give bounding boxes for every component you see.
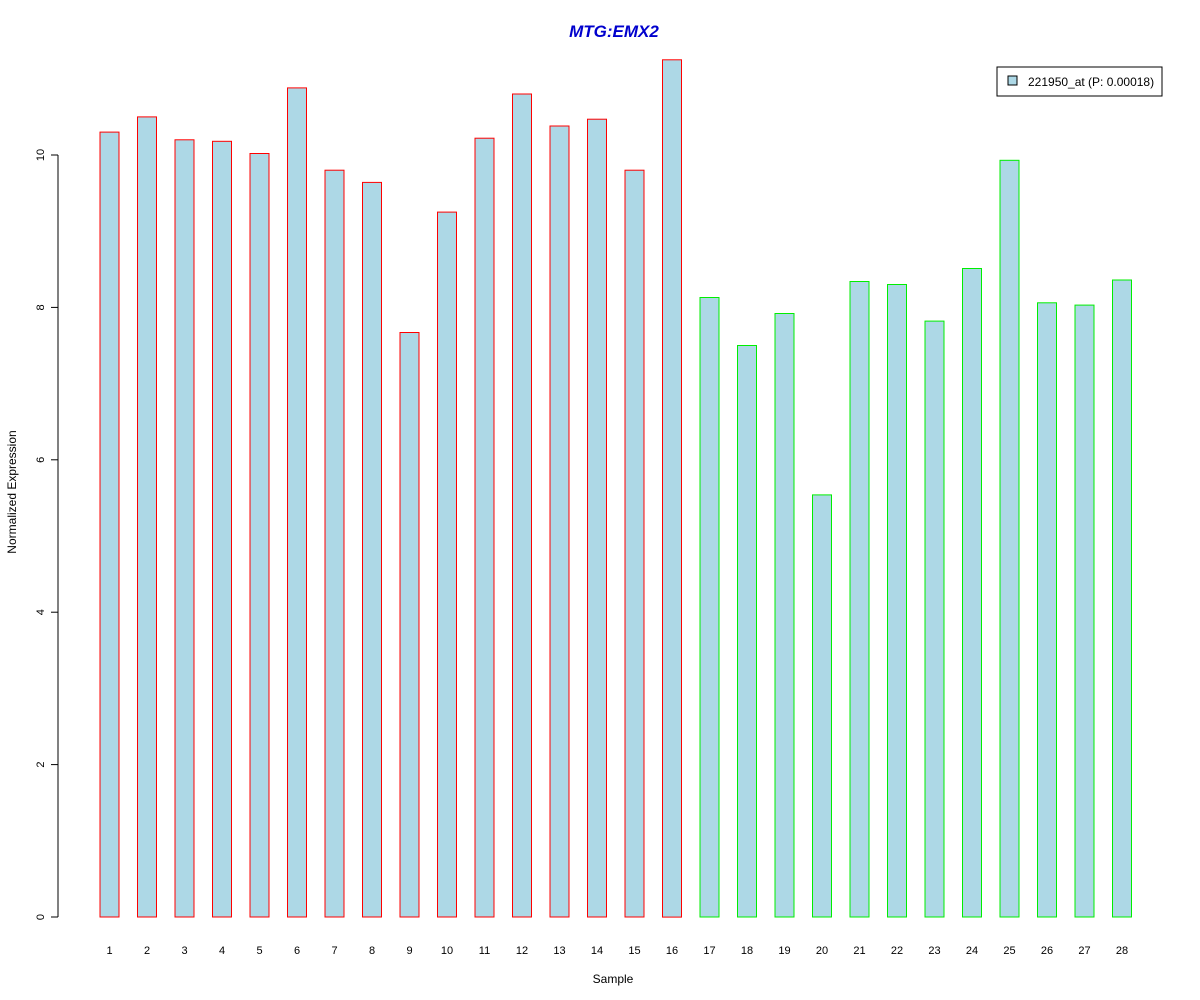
x-tick-label: 12 bbox=[516, 945, 528, 957]
x-tick-label: 9 bbox=[406, 945, 412, 957]
x-tick-label: 16 bbox=[666, 945, 678, 957]
bar-sample-19 bbox=[774, 313, 795, 918]
bar-sample-18 bbox=[737, 345, 757, 918]
legend-box bbox=[996, 66, 1163, 97]
y-tick-label: 6 bbox=[35, 457, 47, 463]
y-tick-label: 0 bbox=[35, 914, 47, 920]
x-tick-label: 3 bbox=[181, 945, 187, 957]
bar-sample-15 bbox=[624, 169, 645, 918]
x-tick-label: 14 bbox=[591, 945, 603, 957]
x-tick-label: 17 bbox=[703, 945, 715, 957]
x-tick-label: 28 bbox=[1116, 945, 1128, 957]
chart-title: MTG:EMX2 bbox=[569, 22, 659, 41]
x-tick-label: 18 bbox=[741, 945, 753, 957]
y-tick-label: 2 bbox=[35, 762, 47, 768]
x-tick-label: 13 bbox=[553, 945, 565, 957]
bar-sample-4 bbox=[212, 140, 232, 918]
bar-sample-1 bbox=[99, 131, 120, 918]
bar-sample-8 bbox=[362, 181, 382, 918]
x-tick-label: 19 bbox=[778, 945, 790, 957]
x-tick-label: 22 bbox=[891, 945, 903, 957]
bar-sample-9 bbox=[399, 332, 420, 918]
x-tick-label: 27 bbox=[1078, 945, 1090, 957]
bar-sample-11 bbox=[474, 137, 495, 918]
bar-sample-10 bbox=[437, 211, 457, 918]
bar-sample-28 bbox=[1112, 279, 1132, 918]
bar-sample-16 bbox=[662, 59, 682, 918]
legend-label: 221950_at (P: 0.00018) bbox=[1028, 75, 1154, 89]
x-tick-label: 10 bbox=[441, 945, 453, 957]
y-axis-label: Normalized Expression bbox=[5, 430, 19, 553]
bar-sample-20 bbox=[812, 494, 832, 918]
y-tick-label: 4 bbox=[35, 609, 47, 615]
y-axis: 0 2 4 6 8 10 bbox=[35, 149, 59, 920]
bars-group bbox=[99, 59, 1132, 918]
bar-sample-12 bbox=[512, 93, 532, 918]
bar-sample-13 bbox=[549, 125, 570, 918]
x-tick-label: 7 bbox=[331, 945, 337, 957]
bar-sample-21 bbox=[849, 281, 870, 918]
x-tick-label: 5 bbox=[256, 945, 262, 957]
x-axis-tick-labels: 1 2 3 4 5 6 7 8 9 10 11 12 13 14 15 16 17 18 19 20 21 22 23 24 2… bbox=[106, 945, 1128, 957]
legend: 221950_at (P: 0.00018) bbox=[996, 66, 1163, 97]
bar-sample-17 bbox=[699, 297, 720, 918]
x-tick-label: 25 bbox=[1003, 945, 1015, 957]
x-tick-label: 11 bbox=[479, 945, 490, 957]
bar-sample-25 bbox=[999, 159, 1020, 918]
y-tick-label: 8 bbox=[35, 304, 47, 310]
x-tick-label: 6 bbox=[294, 945, 300, 957]
x-tick-label: 26 bbox=[1041, 945, 1053, 957]
legend-swatch bbox=[1007, 75, 1018, 86]
bar-sample-24 bbox=[962, 268, 982, 918]
y-tick-label: 10 bbox=[35, 149, 47, 161]
bar-sample-23 bbox=[924, 320, 945, 918]
x-tick-label: 20 bbox=[816, 945, 828, 957]
bar-sample-5 bbox=[249, 153, 270, 918]
x-tick-label: 24 bbox=[966, 945, 978, 957]
bar-sample-27 bbox=[1074, 304, 1095, 918]
x-tick-label: 15 bbox=[628, 945, 640, 957]
bar-sample-14 bbox=[587, 118, 607, 918]
x-tick-label: 4 bbox=[219, 945, 225, 957]
bar-sample-7 bbox=[324, 169, 345, 918]
bar-sample-2 bbox=[137, 116, 157, 918]
bar-sample-22 bbox=[887, 284, 907, 918]
x-tick-label: 2 bbox=[144, 945, 150, 957]
x-tick-label: 8 bbox=[369, 945, 375, 957]
x-tick-label: 21 bbox=[853, 945, 865, 957]
x-axis-label: Sample bbox=[593, 972, 634, 986]
bar-sample-3 bbox=[174, 139, 195, 918]
bar-sample-26 bbox=[1037, 302, 1057, 918]
x-tick-label: 1 bbox=[106, 945, 112, 957]
bar-sample-6 bbox=[287, 87, 307, 918]
x-tick-label: 23 bbox=[928, 945, 940, 957]
